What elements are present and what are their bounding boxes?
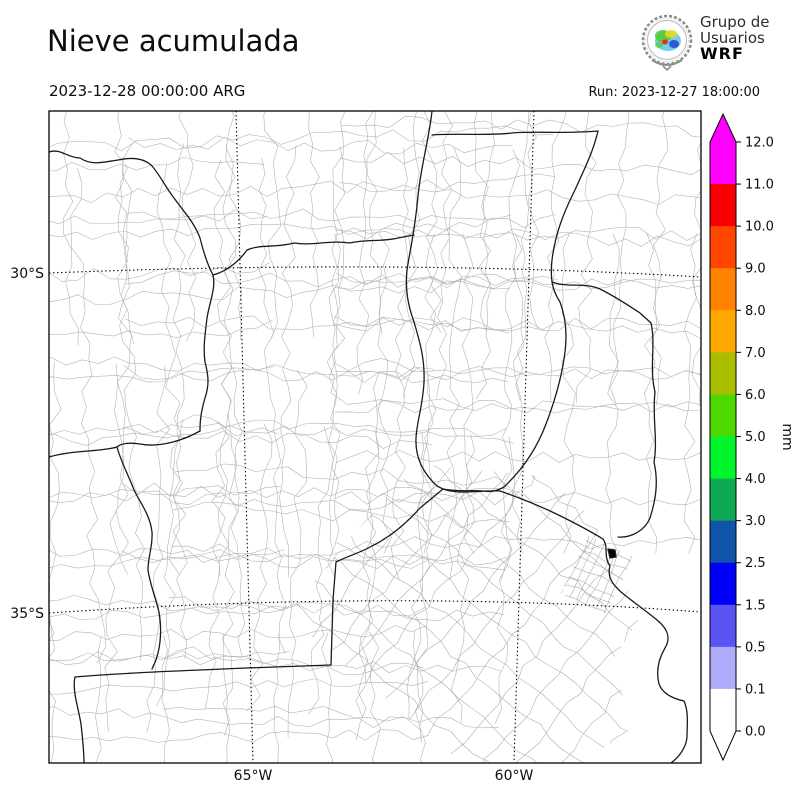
- colorbar-tick-label: 10.0: [745, 220, 774, 235]
- colorbar-unit-label: mm: [779, 423, 795, 450]
- boundary-texture-zone: [560, 535, 634, 615]
- boundary-texture-zone: [115, 136, 520, 582]
- colorbar-segment: [710, 688, 736, 732]
- boundary-texture-zone: [326, 111, 701, 421]
- city-marker: [607, 548, 617, 559]
- colorbar-tick-label: 11.0: [745, 178, 774, 193]
- lat-label-30S: 30°S: [10, 266, 44, 282]
- graticule: [49, 111, 701, 763]
- department-boundaries: [49, 111, 701, 763]
- colorbar-tick-label: 12.0: [745, 136, 774, 151]
- colorbar-tick-label: 0.1: [745, 682, 766, 697]
- colorbar-tick-label: 5.0: [745, 430, 766, 445]
- logo-emblem: [641, 14, 693, 72]
- logo-text-wrf: WRF: [700, 44, 744, 63]
- map-border: [48, 110, 702, 764]
- boundary-texture-zone: [285, 404, 701, 763]
- colorbar-tick-label: 0.5: [745, 640, 766, 655]
- colorbar-segment: [710, 352, 736, 395]
- province-boundaries: [49, 111, 689, 763]
- gridline-60W: [513, 111, 535, 763]
- run-time-label: Run: 2023-12-27 18:00:00: [588, 85, 760, 100]
- colorbar-segment: [710, 184, 736, 227]
- colorbar-tick-label: 7.0: [745, 346, 766, 361]
- colorbar-extend-top: [710, 114, 736, 142]
- colorbar-tick-label: 2.5: [745, 556, 766, 571]
- logo-text-line2: Usuarios: [700, 29, 765, 47]
- wrf-users-group-logo: Grupo de Usuarios WRF: [638, 10, 798, 78]
- colorbar-segment: [710, 226, 736, 269]
- boundary-texture-zone: [49, 351, 435, 743]
- colorbar-segment: [710, 646, 736, 690]
- boundary-texture-zone: [156, 414, 515, 729]
- colorbar-tick-label: 3.0: [745, 514, 766, 529]
- colorbar-segment: [710, 268, 736, 311]
- colorbar-segment: [710, 478, 736, 522]
- boundary-texture-zone: [328, 226, 701, 554]
- boundary-texture-zone: [49, 111, 559, 346]
- colorbar: 12.0 11.0 10.0 9.0 8.0 7.0 6.0 5.0 4.0 3.0 2.5 1.5 0…: [709, 112, 774, 762]
- wreath-tail-icon: [651, 59, 683, 66]
- colorbar-tick-label: 6.0: [745, 388, 766, 403]
- colorbar-tick-label: 0.0: [745, 725, 766, 740]
- valid-time-label: 2023-12-28 00:00:00 ARG: [49, 82, 246, 100]
- satellite-image-icon: [655, 30, 681, 51]
- logo-text-line1: Grupo de: [700, 13, 770, 31]
- map-canvas: [49, 111, 701, 763]
- colorbar-segment: [710, 520, 736, 564]
- lat-label-35S: 35°S: [10, 606, 44, 622]
- colorbar-tick-label: 4.0: [745, 472, 766, 487]
- boundary-texture-zone: [49, 625, 430, 763]
- gridline-65W: [235, 111, 254, 763]
- colorbar-segment: [710, 562, 736, 606]
- colorbar-segment: [710, 394, 736, 437]
- colorbar-segment: [710, 604, 736, 648]
- colorbar-segment: [710, 310, 736, 353]
- colorbar-tick-label: 1.5: [745, 598, 766, 613]
- gridline-30S: [49, 266, 701, 278]
- colorbar-extend-bottom: [710, 731, 736, 760]
- lon-label-60W: 60°W: [495, 768, 534, 784]
- colorbar-tick-label: 9.0: [745, 262, 766, 277]
- colorbar-segment: [710, 436, 736, 479]
- page-title: Nieve acumulada: [47, 24, 300, 58]
- boundary-texture-zone: [49, 156, 290, 668]
- colorbar-segment: [710, 142, 736, 185]
- colorbar-tick-label: 8.0: [745, 304, 766, 319]
- lon-label-65W: 65°W: [234, 768, 273, 784]
